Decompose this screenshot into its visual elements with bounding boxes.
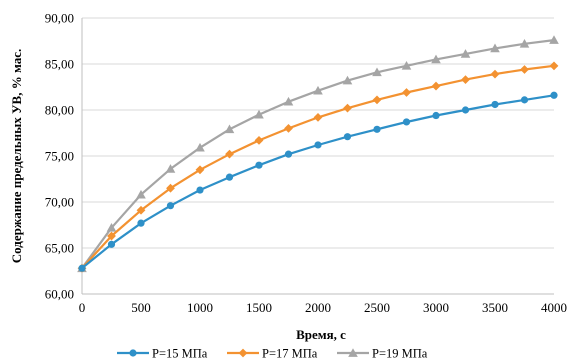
data-point — [550, 91, 558, 99]
y-tick-label: 60,00 — [45, 287, 74, 302]
data-point — [195, 165, 205, 175]
data-point — [313, 85, 323, 95]
series-layer — [77, 35, 559, 273]
data-point — [520, 65, 529, 74]
y-tick-label: 70,00 — [45, 195, 74, 210]
data-point — [520, 96, 529, 104]
data-point — [372, 95, 382, 105]
data-point — [224, 124, 235, 134]
data-point — [342, 75, 353, 85]
series-line-3 — [81, 39, 555, 269]
data-point — [165, 164, 176, 173]
legend-marker — [129, 349, 137, 357]
data-point — [225, 149, 234, 159]
data-point — [254, 109, 264, 119]
data-point — [343, 133, 352, 141]
y-tick-label: 85,00 — [45, 57, 74, 72]
x-tick-label: 2500 — [364, 300, 390, 315]
data-point — [254, 135, 264, 145]
x-tick-label: 4000 — [541, 300, 567, 315]
data-point — [195, 142, 205, 152]
series-3 — [77, 35, 559, 273]
x-tick-label: 3500 — [482, 300, 508, 315]
x-tick-label: 1500 — [246, 300, 272, 315]
legend-label: P=15 МПа — [152, 347, 208, 360]
y-tick-label: 80,00 — [45, 103, 74, 118]
axes — [81, 18, 554, 295]
data-point — [255, 161, 263, 169]
legend-marker — [348, 348, 358, 357]
data-point — [196, 186, 204, 194]
y-tick-label: 90,00 — [45, 11, 74, 26]
data-point — [284, 150, 293, 158]
data-point — [461, 75, 470, 85]
data-point — [432, 111, 440, 120]
data-point — [313, 112, 323, 122]
data-point — [343, 103, 352, 113]
data-point — [78, 264, 86, 272]
legend-marker — [238, 348, 248, 358]
data-point — [136, 205, 146, 215]
data-point — [431, 81, 441, 91]
legend-label: P=19 МПа — [372, 347, 428, 360]
x-tick-label: 0 — [79, 300, 86, 315]
data-point — [549, 61, 559, 71]
data-point — [373, 125, 381, 133]
data-point — [136, 189, 146, 199]
tick-labels: 60,00 65,00 70,00 75,00 80,00 85,00 90,00 0 500 1… — [45, 11, 567, 316]
series-line-2 — [81, 64, 555, 269]
data-point — [490, 43, 500, 53]
data-point — [283, 96, 294, 106]
data-point — [106, 222, 117, 232]
data-point — [490, 69, 500, 79]
x-tick-label: 3000 — [423, 300, 449, 315]
x-tick-label: 1000 — [187, 300, 213, 315]
data-point — [431, 54, 441, 64]
data-point — [461, 106, 470, 114]
legend-item-3: P=19 МПа — [337, 347, 428, 360]
data-point — [166, 202, 175, 210]
data-point — [372, 67, 382, 77]
data-point — [519, 38, 530, 48]
data-point — [137, 219, 145, 227]
data-point — [225, 173, 234, 181]
data-point — [107, 231, 116, 241]
series-1 — [78, 91, 558, 272]
legend-item-1: P=15 МПа — [117, 347, 208, 360]
legend-item-2: P=17 МПа — [227, 347, 318, 360]
legend-label: P=17 МПа — [262, 347, 318, 360]
legend: P=15 МПа P=17 МПа P=19 МПа — [117, 347, 428, 360]
data-point — [314, 141, 322, 149]
data-point — [491, 100, 499, 109]
data-point — [549, 35, 559, 44]
y-tick-label: 65,00 — [45, 241, 74, 256]
x-tick-label: 500 — [131, 300, 151, 315]
x-axis-title: Время, с — [296, 327, 346, 342]
data-point — [402, 88, 411, 97]
data-point — [107, 240, 116, 248]
y-axis-title: Содержание предельных УВ, % мас. — [9, 49, 24, 264]
data-point — [401, 61, 412, 70]
data-point — [284, 124, 293, 133]
y-tick-label: 75,00 — [45, 149, 74, 164]
x-tick-label: 2000 — [305, 300, 331, 315]
gridlines — [82, 17, 554, 249]
data-point — [166, 183, 175, 193]
data-point — [402, 118, 411, 126]
data-point — [460, 49, 471, 58]
